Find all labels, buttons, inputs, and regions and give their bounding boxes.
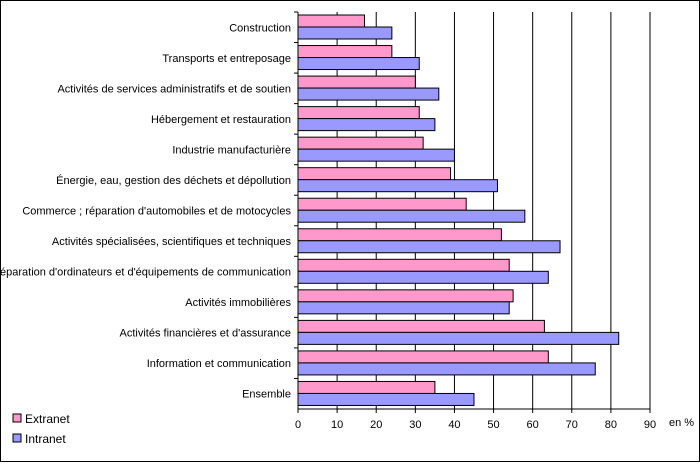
category-label: Activités spécialisées, scientifiques et… [52, 236, 292, 248]
bar-intranet [297, 392, 475, 406]
legend-label-extranet: Extranet [25, 412, 70, 426]
bar-intranet [297, 118, 436, 132]
category-label: Activités financières et d'assurance [120, 328, 291, 340]
bar-extranet [297, 14, 365, 28]
x-tick-label: 20 [370, 419, 382, 431]
category-label: Industrie manufacturière [172, 144, 291, 156]
x-tick-label: 30 [409, 419, 421, 431]
bar-extranet [297, 197, 467, 211]
x-tick-label: 0 [295, 419, 301, 431]
bar-extranet [297, 289, 514, 303]
unit-label: en % [669, 417, 694, 429]
bar-extranet [297, 106, 420, 120]
x-tick-label: 70 [566, 419, 578, 431]
bar-intranet [297, 179, 498, 193]
x-tick-label: 50 [487, 419, 499, 431]
category-label: Information et communication [147, 358, 291, 370]
legend-swatch-extranet [12, 413, 22, 423]
bar-intranet [297, 57, 420, 71]
bar-intranet [297, 301, 510, 315]
bar-intranet [297, 362, 596, 376]
bar-extranet [297, 350, 549, 364]
bar-intranet [297, 240, 561, 254]
bar-intranet [297, 148, 455, 162]
bar-intranet [297, 331, 620, 345]
bar-intranet [297, 26, 393, 40]
bar-extranet [297, 380, 436, 394]
category-label: Activités de services administratifs et … [57, 83, 291, 95]
bar-extranet [297, 228, 502, 242]
x-tick-label: 40 [448, 419, 460, 431]
bar-extranet [297, 136, 424, 150]
category-label: Transports et entreposage [162, 53, 291, 65]
category-label: Hébergement et restauration [151, 114, 291, 126]
x-tick-label: 10 [331, 419, 343, 431]
category-label: Ensemble [242, 389, 291, 401]
bar-extranet [297, 258, 510, 272]
bar-intranet [297, 87, 440, 101]
bar-intranet [297, 209, 526, 223]
x-tick-label: 80 [605, 419, 617, 431]
category-label: Énergie, eau, gestion des déchets et dép… [56, 174, 291, 187]
x-tick-label: 90 [644, 419, 656, 431]
bar-intranet [297, 270, 549, 284]
legend-label-intranet: Intranet [25, 432, 66, 446]
category-label: Construction [229, 22, 291, 34]
category-label: Activités immobilières [185, 297, 291, 309]
category-label: Commerce ; réparation d'automobiles et d… [22, 206, 291, 218]
category-label: Réparation d'ordinateurs et d'équipement… [1, 267, 291, 279]
bar-extranet [297, 75, 416, 89]
bar-extranet [297, 167, 452, 181]
plot-area: Construction Transports et entreposage Act… [0, 11, 656, 446]
bar-extranet [297, 45, 393, 59]
x-tick-label: 60 [527, 419, 539, 431]
legend-swatch-intranet [12, 433, 22, 443]
bar-extranet [297, 319, 545, 333]
